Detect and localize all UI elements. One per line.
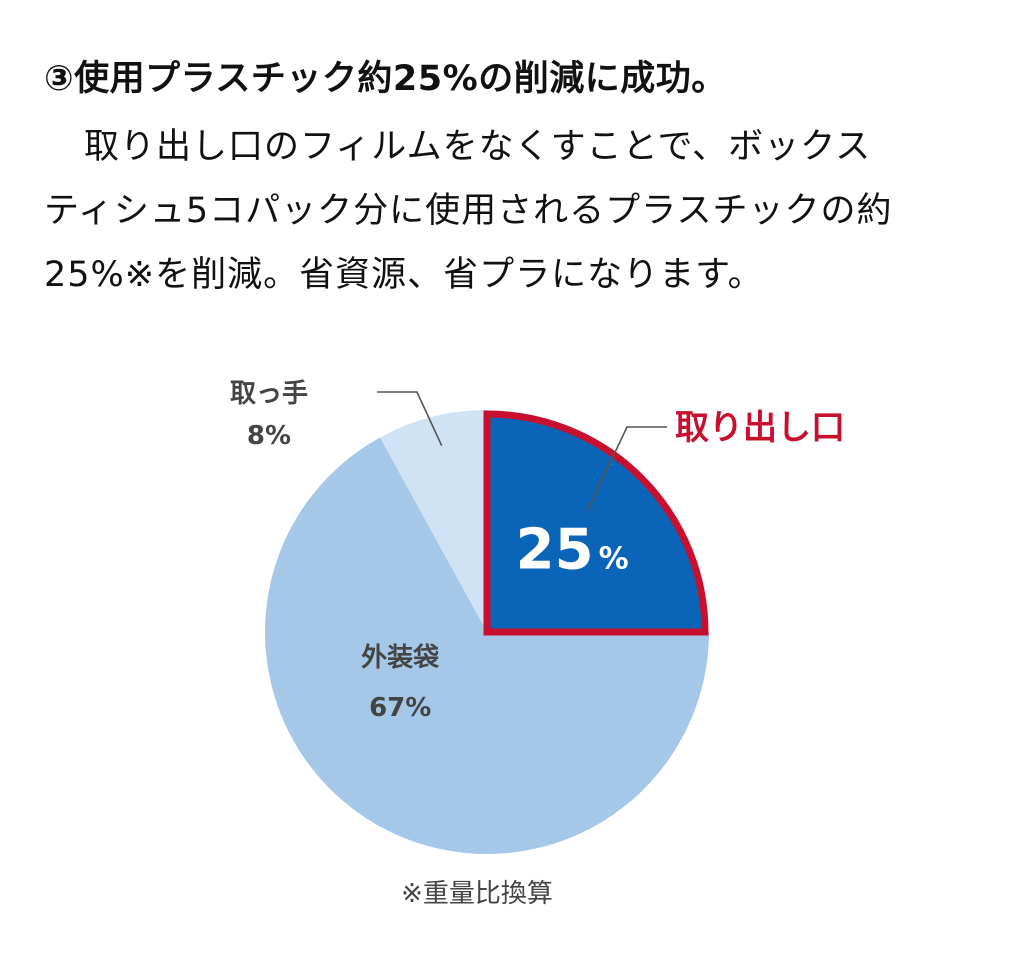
pie-slice-1 (265, 437, 709, 854)
slice-value-label: 8% (247, 421, 291, 451)
pie-slice-highlighted (483, 410, 709, 636)
paragraph-line: ティシュ5コパック分に使用されるプラスチックの約 (44, 191, 893, 231)
leader-line (377, 391, 443, 447)
slice-name-label: 取っ手 (230, 379, 308, 409)
slice-name-label: 取り出し口 (675, 408, 845, 448)
chart-footnote: ※重量比換算 (401, 879, 553, 909)
description-paragraph: 取り出し口のフィルムをなくすことで、ボックス ティシュ5コパック分に使用されるプ… (44, 115, 984, 307)
pie-slice-2 (380, 410, 487, 632)
leader-line (586, 426, 667, 512)
section-heading: ③使用プラスチック約25%の削減に成功。 (44, 59, 727, 99)
paragraph-line: 25%※を削減。省資源、省プラになります。 (44, 255, 764, 295)
slice-name-label: 外装袋 (361, 643, 440, 673)
paragraph-line: 取り出し口のフィルムをなくすことで、ボックス (84, 127, 872, 167)
slice-value-percent-sign: % (599, 541, 629, 576)
slice-value-label: 25 (516, 517, 594, 582)
slice-value-label: 67% (369, 693, 431, 723)
